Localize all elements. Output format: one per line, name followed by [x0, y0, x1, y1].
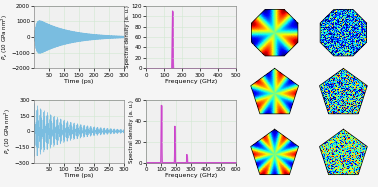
X-axis label: Frequency (GHz): Frequency (GHz): [165, 173, 217, 178]
X-axis label: Time (ps): Time (ps): [64, 79, 94, 84]
X-axis label: Frequency (GHz): Frequency (GHz): [165, 79, 217, 84]
Y-axis label: $P_z$ (10 GPa nm$^2$): $P_z$ (10 GPa nm$^2$): [0, 14, 10, 60]
Y-axis label: $P_z$ (10 GPa nm$^2$): $P_z$ (10 GPa nm$^2$): [3, 108, 13, 154]
X-axis label: Time (ps): Time (ps): [64, 173, 94, 178]
Y-axis label: Spectral density (a. u.): Spectral density (a. u.): [129, 100, 134, 163]
Y-axis label: Spectral density (a. u.): Spectral density (a. u.): [125, 6, 130, 68]
